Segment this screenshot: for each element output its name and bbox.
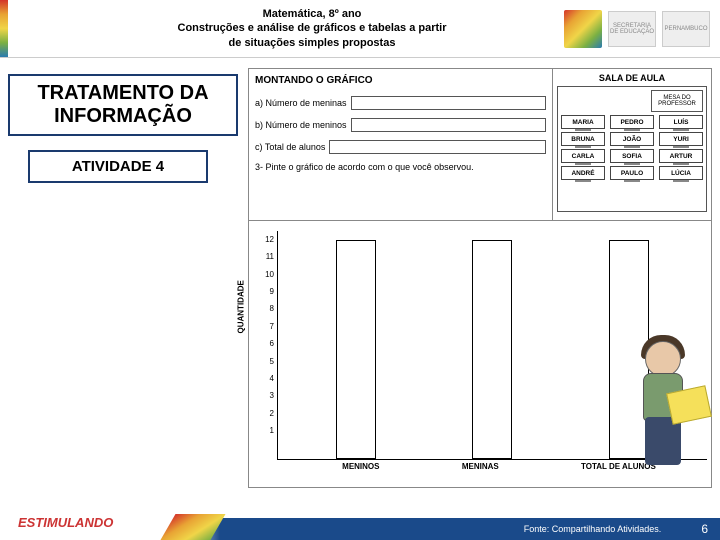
student-desk: CARLA [561, 149, 605, 163]
logo-secretaria: SECRETARIA DE EDUCAÇÃO [608, 11, 656, 47]
student-desk: BRUNA [561, 132, 605, 146]
label-b: b) Número de meninos [255, 120, 347, 130]
worksheet-title: MONTANDO O GRÁFICO [255, 75, 546, 86]
y-tick: 8 [270, 304, 274, 313]
blank-b [351, 118, 546, 132]
student-desk: PAULO [610, 166, 654, 180]
y-tick: 6 [270, 339, 274, 348]
header-logos: SECRETARIA DE EDUCAÇÃO PERNAMBUCO [564, 10, 710, 48]
label-c: c) Total de alunos [255, 142, 325, 152]
footer-estimulando: ESTIMULANDO [18, 515, 113, 530]
y-tick: 11 [266, 252, 274, 261]
chart-area: QUANTIDADE 121110987654321 MENINOSMENINA… [249, 221, 711, 475]
question-b: b) Número de meninos [255, 118, 546, 132]
student-desk: PEDRO [610, 115, 654, 129]
y-tick: 2 [270, 409, 274, 418]
header-line2: Construções e análise de gráficos e tabe… [60, 21, 564, 35]
y-tick: 4 [270, 374, 274, 383]
header-line3: de situações simples propostas [60, 36, 564, 50]
slide-footer: ESTIMULANDO Fonte: Compartilhando Ativid… [0, 500, 720, 540]
student-cartoon-icon [617, 333, 709, 473]
header-text: Matemática, 8º ano Construções e análise… [60, 7, 564, 50]
logo-pernambuco: PERNAMBUCO [662, 11, 710, 47]
student-desk: LUÍS [659, 115, 703, 129]
desk-grid: MARIA PEDRO LUÍS BRUNA JOÃO YURI CARLA SOFIA ART… [561, 115, 703, 180]
student-desk: SOFIA [610, 149, 654, 163]
y-tick: 5 [270, 357, 274, 366]
student-desk: MARIA [561, 115, 605, 129]
y-tick: 12 [265, 235, 274, 244]
question-c: c) Total de alunos [255, 140, 546, 154]
section-title-box: TRATAMENTO DA INFORMAÇÃO [8, 74, 238, 136]
blank-c [329, 140, 546, 154]
left-column: TRATAMENTO DA INFORMAÇÃO ATIVIDADE 4 [8, 68, 238, 488]
y-axis-label: QUANTIDADE [237, 280, 246, 333]
header-stripe [0, 0, 8, 57]
classroom-title: SALA DE AULA [557, 73, 707, 83]
slide-header: Matemática, 8º ano Construções e análise… [0, 0, 720, 58]
student-desk: ARTUR [659, 149, 703, 163]
instruction-text: 3- Pinte o gráfico de acordo com o que v… [255, 162, 546, 172]
y-tick: 10 [265, 270, 274, 279]
professor-desk: MESA DO PROFESSOR [651, 90, 703, 112]
content-area: TRATAMENTO DA INFORMAÇÃO ATIVIDADE 4 MON… [0, 58, 720, 488]
y-tick: 9 [270, 287, 274, 296]
classroom-box: MESA DO PROFESSOR MARIA PEDRO LUÍS BRUNA JOÃ… [557, 86, 707, 212]
y-tick: 3 [270, 391, 274, 400]
question-a: a) Número de meninas [255, 96, 546, 110]
activity-box: ATIVIDADE 4 [28, 150, 208, 183]
header-line1: Matemática, 8º ano [60, 7, 564, 21]
y-tick: 1 [270, 426, 274, 435]
chart-bar [336, 240, 376, 459]
logo-gradient-icon [564, 10, 602, 48]
footer-band: Fonte: Compartilhando Atividades. 6 [180, 518, 720, 540]
worksheet-top: MONTANDO O GRÁFICO a) Número de meninas … [249, 69, 711, 221]
chart-bar [472, 240, 512, 459]
y-tick: 7 [270, 322, 274, 331]
page-number: 6 [701, 522, 708, 536]
student-desk: ANDRÉ [561, 166, 605, 180]
blank-a [351, 96, 546, 110]
x-label: MENINAS [462, 462, 499, 471]
student-desk: JOÃO [610, 132, 654, 146]
worksheet-panel: MONTANDO O GRÁFICO a) Número de meninas … [248, 68, 712, 488]
student-desk: YURI [659, 132, 703, 146]
student-desk: LÚCIA [659, 166, 703, 180]
x-label: MENINOS [342, 462, 379, 471]
classroom-panel: SALA DE AULA MESA DO PROFESSOR MARIA PEDR… [553, 69, 711, 220]
label-a: a) Número de meninas [255, 98, 347, 108]
worksheet-questions: MONTANDO O GRÁFICO a) Número de meninas … [249, 69, 553, 220]
footer-source: Fonte: Compartilhando Atividades. [524, 524, 662, 534]
y-axis: 12 11 10 9 8 7 6 5 4 3 2 1 [253, 235, 277, 435]
